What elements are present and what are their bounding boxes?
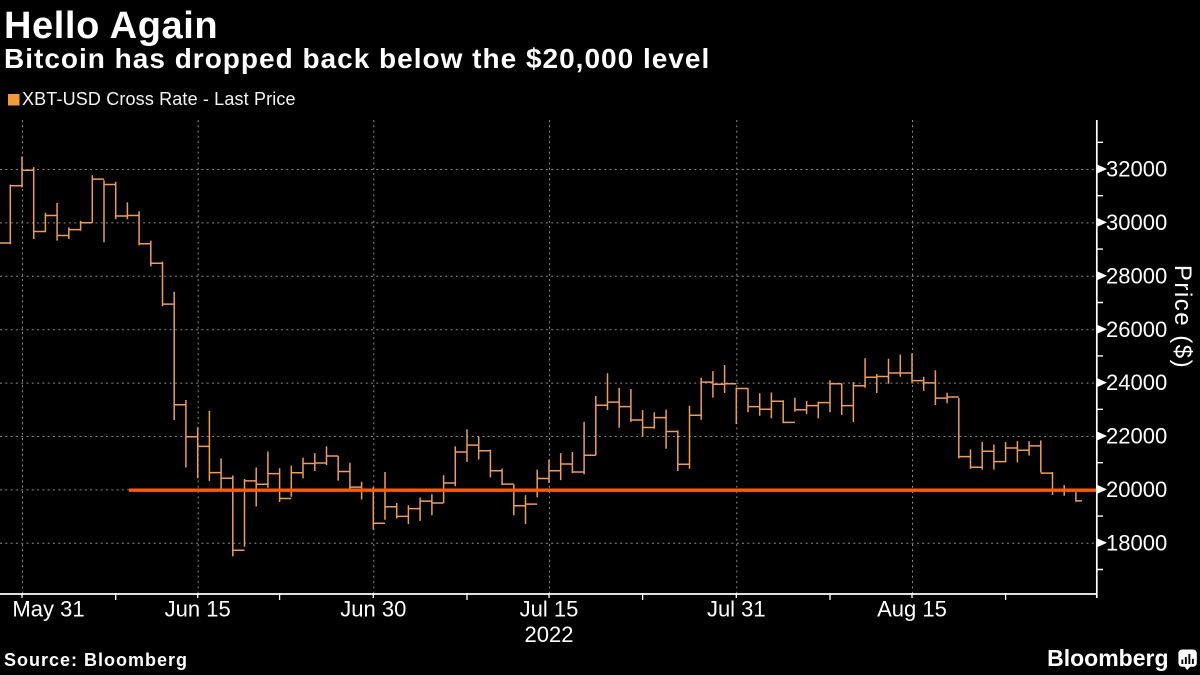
svg-text:Jun 15: Jun 15 <box>165 597 231 622</box>
svg-text:Bloomberg: Bloomberg <box>1047 645 1168 671</box>
svg-text:22000: 22000 <box>1106 424 1167 449</box>
svg-text:24000: 24000 <box>1106 370 1167 395</box>
svg-text:Jul 31: Jul 31 <box>707 597 766 622</box>
svg-text:Jun 30: Jun 30 <box>340 597 406 622</box>
svg-text:20000: 20000 <box>1106 477 1167 502</box>
svg-text:Aug 15: Aug 15 <box>877 597 947 622</box>
svg-text:Bitcoin has dropped back below: Bitcoin has dropped back below the $20,0… <box>4 43 710 74</box>
svg-text:26000: 26000 <box>1106 317 1167 342</box>
svg-text:Source: Bloomberg: Source: Bloomberg <box>4 650 188 670</box>
svg-text:XBT-USD Cross Rate - Last Pric: XBT-USD Cross Rate - Last Price <box>22 89 296 109</box>
svg-text:18000: 18000 <box>1106 530 1167 555</box>
svg-text:Jul 15: Jul 15 <box>520 597 579 622</box>
svg-text:Hello Again: Hello Again <box>4 5 218 47</box>
svg-text:32000: 32000 <box>1106 157 1167 182</box>
svg-text:2022: 2022 <box>525 622 574 647</box>
svg-text:Price ($): Price ($) <box>1169 265 1196 369</box>
svg-text:30000: 30000 <box>1106 210 1167 235</box>
svg-text:May 31: May 31 <box>12 597 84 622</box>
svg-text:28000: 28000 <box>1106 263 1167 288</box>
